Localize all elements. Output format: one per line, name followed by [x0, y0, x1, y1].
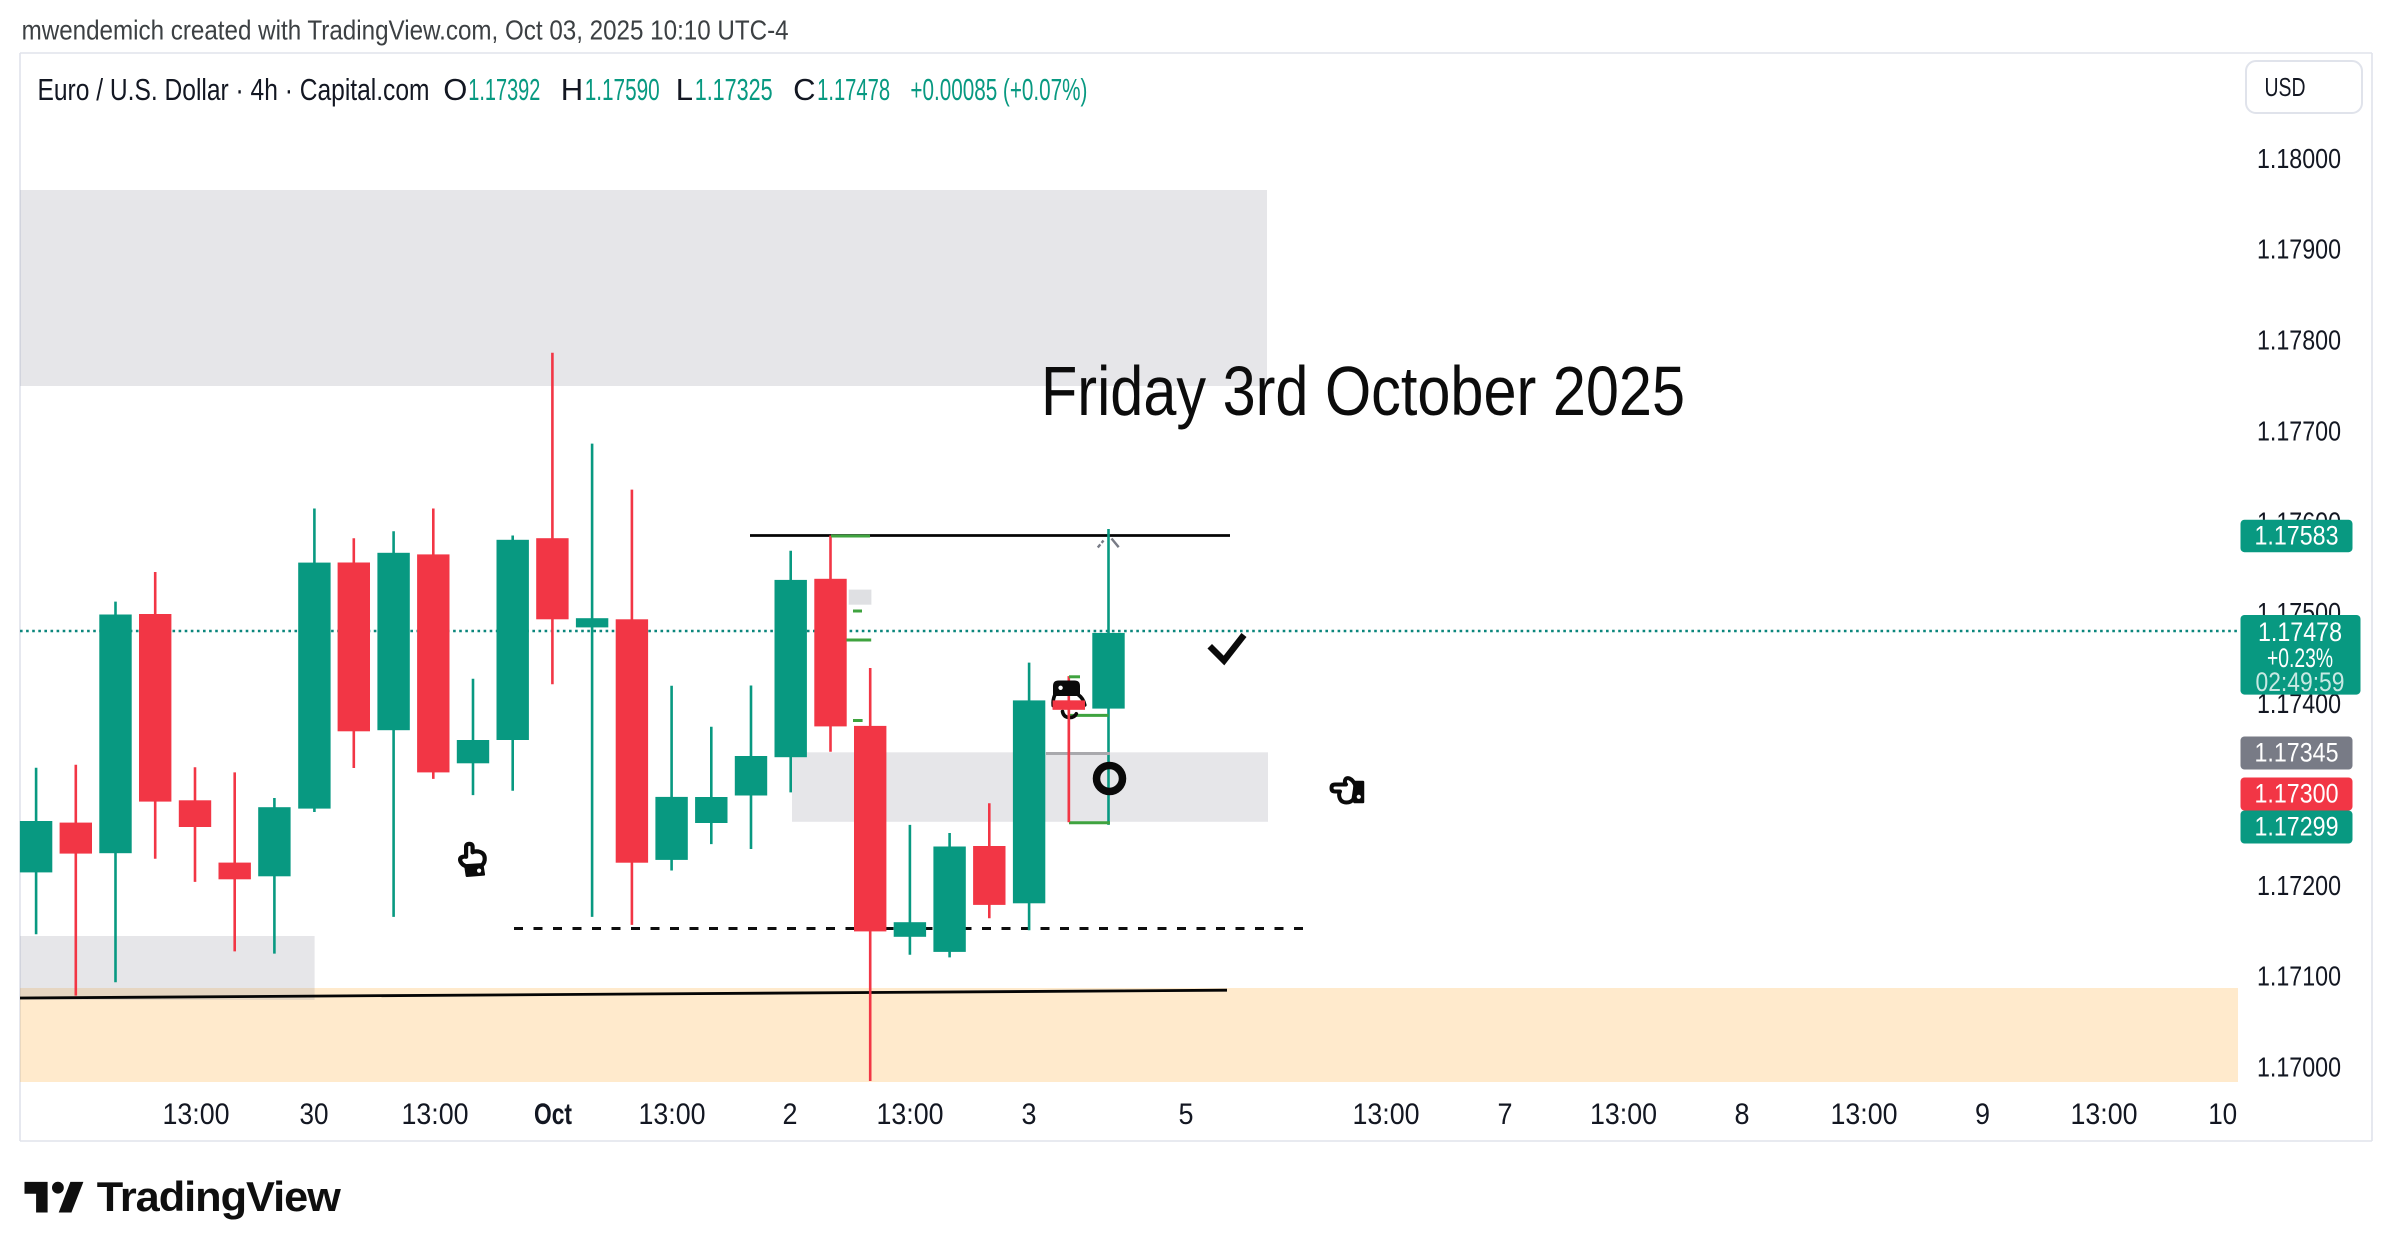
svg-text:13:00: 13:00 [1831, 1098, 1898, 1131]
svg-text:L: L [676, 72, 693, 107]
svg-text:13:00: 13:00 [1590, 1098, 1657, 1131]
svg-text:1.17900: 1.17900 [2257, 234, 2341, 265]
svg-text:1.17583: 1.17583 [2255, 521, 2339, 551]
svg-text:13:00: 13:00 [639, 1098, 706, 1131]
svg-text:1.17299: 1.17299 [2255, 812, 2339, 842]
svg-text:1.17700: 1.17700 [2257, 415, 2341, 446]
svg-text:H: H [561, 72, 583, 107]
svg-text:2: 2 [783, 1098, 798, 1131]
svg-text:+0.00085 (+0.07%): +0.00085 (+0.07%) [910, 72, 1087, 107]
svg-text:1.17800: 1.17800 [2257, 325, 2341, 356]
svg-text:O: O [443, 72, 467, 107]
svg-text:1.17325: 1.17325 [695, 72, 773, 107]
svg-text:Friday 3rd October 2025: Friday 3rd October 2025 [1041, 352, 1685, 430]
svg-text:TradingView: TradingView [97, 1173, 341, 1220]
svg-text:Euro / U.S. Dollar · 4h · Capi: Euro / U.S. Dollar · 4h · Capital.com [38, 72, 430, 107]
svg-text:1.17000: 1.17000 [2257, 1052, 2341, 1083]
svg-text:1.17478: 1.17478 [817, 72, 890, 107]
svg-text:9: 9 [1975, 1098, 1990, 1131]
svg-text:1.17392: 1.17392 [468, 72, 540, 107]
svg-text:1.17590: 1.17590 [585, 72, 660, 107]
svg-text:1.17100: 1.17100 [2257, 961, 2341, 992]
svg-text:13:00: 13:00 [402, 1098, 469, 1131]
svg-text:7: 7 [1498, 1098, 1513, 1131]
svg-text:1.17478: 1.17478 [2258, 617, 2342, 647]
svg-text:8: 8 [1735, 1098, 1750, 1131]
svg-text:+0.23%: +0.23% [2267, 643, 2333, 673]
svg-text:USD: USD [2265, 72, 2306, 102]
svg-text:1.17200: 1.17200 [2257, 870, 2341, 901]
svg-text:mwendemich created with Tradin: mwendemich created with TradingView.com,… [22, 15, 789, 46]
svg-text:1.17345: 1.17345 [2255, 738, 2339, 768]
svg-text:Oct: Oct [534, 1098, 572, 1131]
svg-text:13:00: 13:00 [163, 1098, 230, 1131]
svg-text:5: 5 [1179, 1098, 1194, 1131]
svg-text:1.17300: 1.17300 [2255, 779, 2339, 809]
svg-text:1.18000: 1.18000 [2257, 143, 2341, 174]
svg-text:13:00: 13:00 [877, 1098, 944, 1131]
svg-text:C: C [793, 72, 815, 107]
svg-text:30: 30 [300, 1098, 329, 1131]
svg-text:13:00: 13:00 [2071, 1098, 2138, 1131]
svg-text:13:00: 13:00 [1353, 1098, 1420, 1131]
svg-text:10: 10 [2208, 1098, 2237, 1131]
svg-text:02:49:59: 02:49:59 [2256, 667, 2345, 697]
svg-text:3: 3 [1022, 1098, 1037, 1131]
